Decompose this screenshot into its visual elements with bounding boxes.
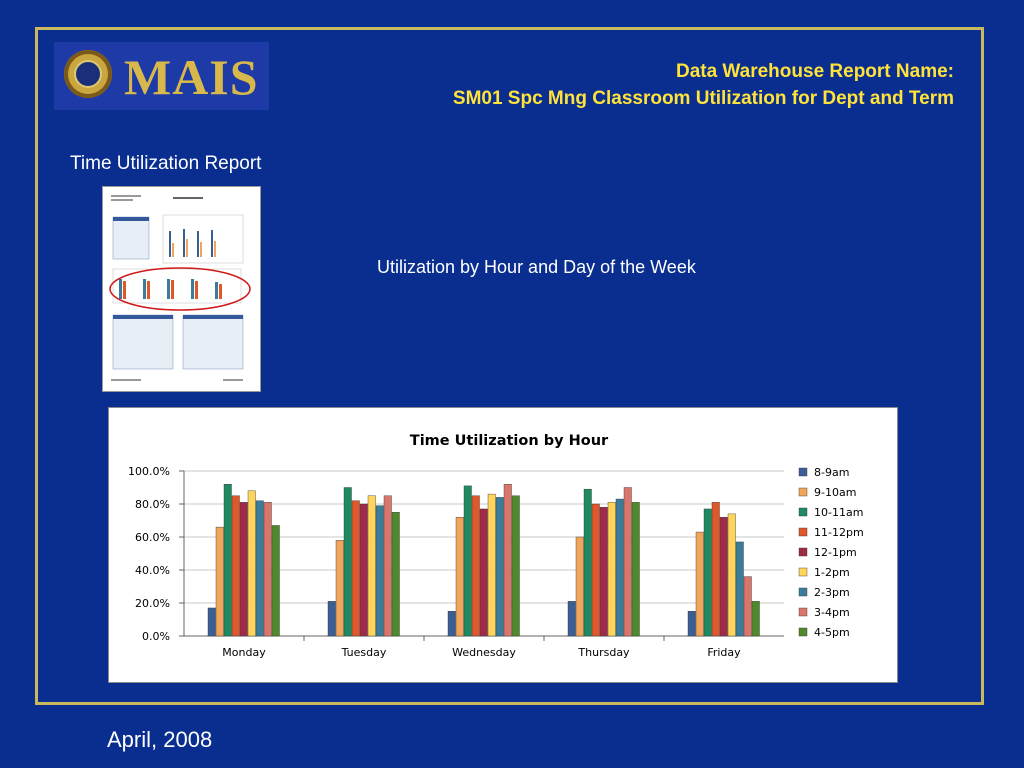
bar [391,512,400,637]
bar [207,607,216,637]
x-tick-label: Wednesday [452,646,516,659]
bar [575,536,584,637]
legend-label: 11-12pm [814,526,864,539]
bar [335,540,344,637]
legend-label: 2-3pm [814,586,850,599]
x-tick-label: Friday [707,646,741,659]
bar [687,611,696,637]
bar [383,495,392,637]
y-tick-label: 20.0% [135,597,170,610]
report-title-line2: SM01 Spc Mng Classroom Utilization for D… [452,88,954,109]
time-utilization-chart: Time Utilization by Hour 0.0% 20.0% 40.0% 6… [128,433,864,659]
bar [351,500,360,637]
legend-label: 1-2pm [814,566,850,579]
report-thumbnail [102,186,261,392]
bar [375,505,384,637]
legend-swatch [798,607,808,617]
bar [479,508,488,637]
y-tick-label: 80.0% [135,498,170,511]
bar [567,601,576,637]
legend-label: 3-4pm [814,606,850,619]
y-tick-label: 60.0% [135,531,170,544]
bar [367,495,376,637]
y-tick-label: 0.0% [142,630,170,643]
bar [247,490,256,637]
bar [719,516,728,637]
bar [447,611,456,637]
legend-label: 10-11am [814,506,863,519]
bar [503,483,512,637]
mais-logo: MAIS [54,42,269,110]
bar [511,495,520,637]
chart-container: Time Utilization by Hour 0.0% 20.0% 40.0% 6… [108,407,898,683]
bar [631,502,640,637]
university-seal-icon [64,50,112,98]
bar [751,601,760,637]
bar [463,485,472,637]
legend-swatch [798,527,808,537]
x-tick-label: Monday [222,646,266,659]
legend-label: 12-1pm [814,546,857,559]
bar [607,502,616,637]
bar [223,483,232,637]
chart-caption: Utilization by Hour and Day of the Week [377,257,696,277]
legend-label: 8-9am [814,466,849,479]
bar [615,498,624,637]
bar [591,503,600,637]
slide-frame [35,27,984,705]
bar [703,508,712,637]
legend-swatch [798,627,808,637]
bar [695,531,704,637]
bar [343,487,352,637]
bar [263,502,272,637]
legend-swatch [798,567,808,577]
report-thumbnail-image [109,195,251,381]
bar [599,507,608,637]
bar [255,500,264,637]
bar [471,495,480,637]
legend-swatch [798,587,808,597]
legend-swatch [798,547,808,557]
bar [239,502,248,637]
bar [487,493,496,637]
x-tick-label: Thursday [577,646,630,659]
bar [711,502,720,637]
x-tick-label: Tuesday [341,646,387,659]
legend-label: 9-10am [814,486,856,499]
legend-label: 4-5pm [814,626,850,639]
legend-swatch [798,467,808,477]
y-tick-label: 40.0% [135,564,170,577]
bar [271,525,280,637]
bar [583,488,592,637]
bar [735,541,744,637]
chart-title: Time Utilization by Hour [410,433,609,449]
bar [231,495,240,637]
y-tick-label: 100.0% [128,465,170,478]
bar [359,503,368,637]
bar [455,516,464,637]
report-title: Data Warehouse Report Name: SM01 Spc Mng… [453,58,954,112]
section-heading: Time Utilization Report [70,153,262,174]
legend-swatch [798,487,808,497]
bar [495,497,504,637]
bar [743,576,752,637]
logo-text: MAIS [124,49,259,105]
bar [623,487,632,637]
bar [327,601,336,637]
bar [215,526,224,637]
legend-swatch [798,507,808,517]
report-title-line1: Data Warehouse Report Name: [675,61,954,82]
footer-date: April, 2008 [107,727,213,752]
bar [727,513,736,637]
